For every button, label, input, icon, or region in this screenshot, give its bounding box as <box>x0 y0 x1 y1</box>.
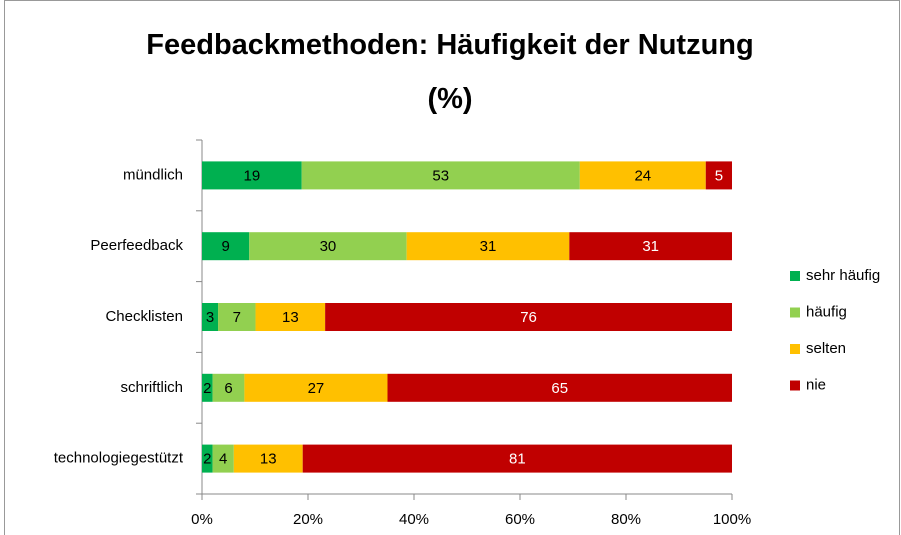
bar-segment <box>202 161 302 190</box>
legend-label: selten <box>806 340 846 357</box>
y-tick-label: schriftlich <box>120 379 183 396</box>
y-tick-label: mündlich <box>123 166 183 183</box>
data-label: 76 <box>520 309 537 326</box>
data-label: 13 <box>260 451 277 468</box>
x-tick-label: 0% <box>191 511 213 528</box>
data-label: 24 <box>634 167 651 184</box>
bar-segment <box>406 232 570 261</box>
chart-title: Feedbackmethoden: Häufigkeit der Nutzung… <box>146 29 754 115</box>
y-tick-label: Peerfeedback <box>90 237 183 254</box>
bar-segment <box>301 161 580 190</box>
legend-swatch <box>790 380 800 391</box>
data-label: 6 <box>224 380 232 397</box>
data-label: 31 <box>480 238 497 255</box>
data-label: 4 <box>219 451 227 468</box>
y-tick-label: Checklisten <box>105 308 183 325</box>
data-label: 81 <box>509 451 526 468</box>
bar-segment <box>302 444 732 473</box>
legend-swatch <box>790 307 800 318</box>
legend-label: nie <box>806 376 826 393</box>
x-tick-label: 40% <box>399 511 429 528</box>
legend-label: häufig <box>806 303 847 320</box>
bar-segment <box>569 232 732 261</box>
data-label: 3 <box>206 309 214 326</box>
legend-swatch <box>790 344 800 354</box>
data-label: 65 <box>551 380 568 397</box>
data-label: 53 <box>432 167 449 184</box>
x-tick-label: 80% <box>611 511 641 528</box>
data-label: 13 <box>282 309 299 326</box>
bar-segment <box>212 444 234 473</box>
x-tick-label: 100% <box>713 511 751 528</box>
data-label: 2 <box>203 380 211 397</box>
data-label: 19 <box>244 167 261 184</box>
bar-segment <box>233 444 303 473</box>
data-label: 2 <box>203 451 211 468</box>
legend-label: sehr häufig <box>806 267 880 284</box>
data-label: 31 <box>642 238 659 255</box>
bar-segment <box>202 373 213 402</box>
x-tick-label: 20% <box>293 511 323 528</box>
bar-segment <box>202 303 219 331</box>
data-label: 5 <box>715 167 723 184</box>
bar-segment <box>705 161 732 190</box>
bar-segment <box>212 373 245 402</box>
bar-segment <box>255 303 326 331</box>
bar-segment <box>387 373 732 402</box>
bar-segment <box>579 161 706 190</box>
bar-segment <box>249 232 407 261</box>
bar-segment <box>202 232 250 261</box>
bar-segment <box>325 303 732 331</box>
data-label: 30 <box>320 238 337 255</box>
x-tick-label: 60% <box>505 511 535 528</box>
bar-segment <box>218 303 256 331</box>
legend-swatch <box>790 271 800 281</box>
chart-border <box>4 0 900 535</box>
data-label: 7 <box>233 309 241 326</box>
bar-segment <box>244 373 388 402</box>
y-tick-label: technologiegestützt <box>54 450 184 467</box>
data-label: 9 <box>221 238 229 255</box>
data-label: 27 <box>308 380 325 397</box>
bar-segment <box>202 444 213 473</box>
